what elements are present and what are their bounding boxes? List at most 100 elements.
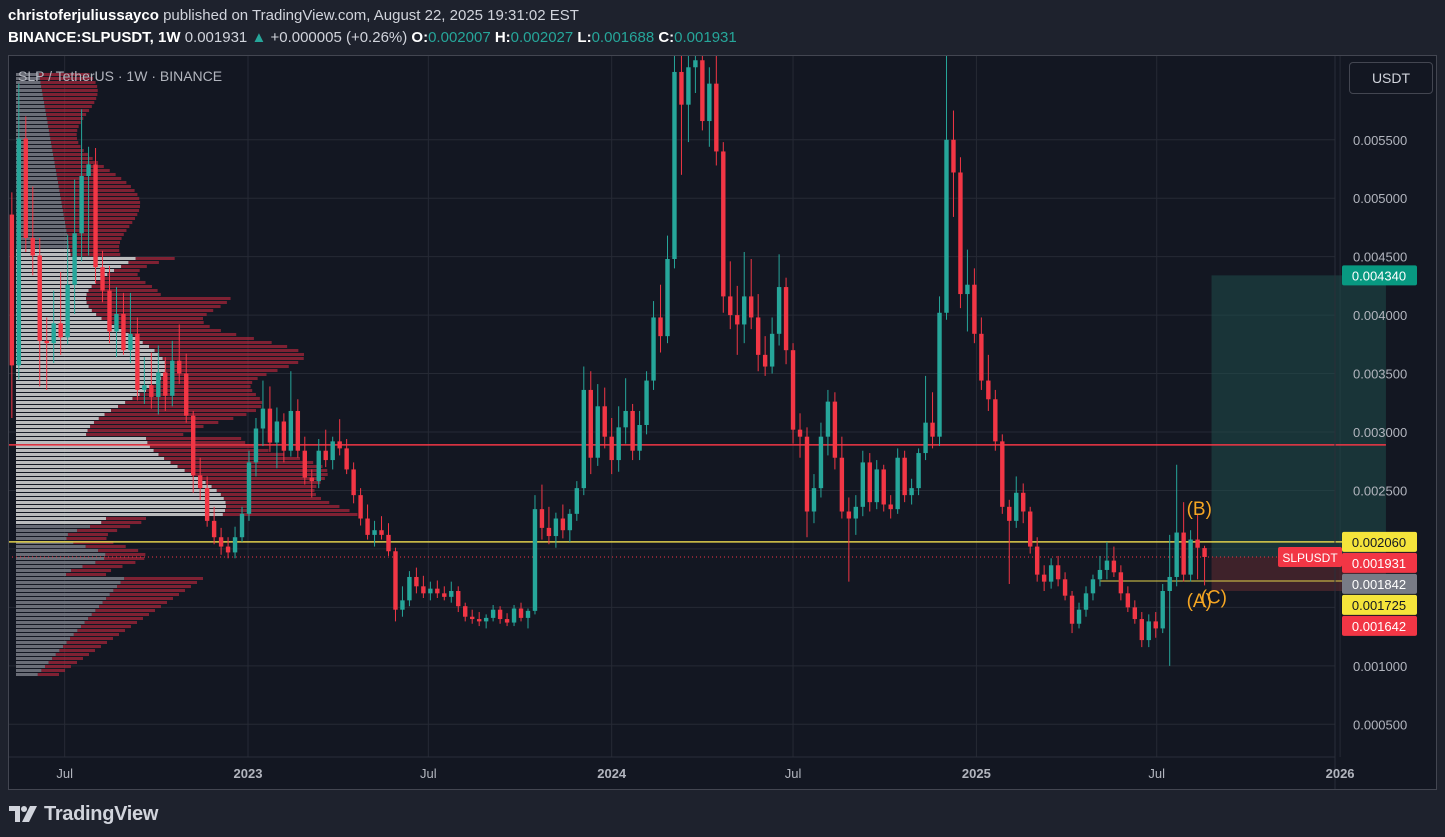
time-tick-label: 2026 [1326,766,1355,781]
candle [1000,434,1005,514]
candle [560,504,566,539]
candle [588,371,593,475]
candle [72,179,77,314]
price-chart[interactable]: (B) (A)(C) 0.005500 0.005000 0.004500 0.0040… [8,55,1437,790]
volume-profile [16,73,358,676]
wave-labels: (B) (A)(C) [1187,499,1227,612]
low-label: L: [577,29,592,46]
candle [100,250,105,303]
candle [693,55,698,93]
close-value: 0.001931 [674,29,737,46]
candle [323,429,328,468]
tradingview-brand[interactable]: TradingView [44,802,159,825]
candle [867,453,872,512]
candle [107,266,112,344]
candle [267,386,273,452]
candle [253,417,259,477]
candle [776,254,782,346]
candle [1111,546,1117,577]
time-tick-label: 2023 [234,766,263,781]
candle [937,296,942,447]
low-value: 0.001688 [591,29,655,46]
candle [128,292,133,364]
price-tick-label: 0.004000 [1353,308,1407,323]
svg-text:SLPUSDT: SLPUSDT [1282,551,1338,565]
candle [1160,583,1165,634]
candle [1062,572,1068,601]
candle [895,448,900,514]
price-axis[interactable]: 0.005500 0.005000 0.004500 0.004000 0.003500… [1353,133,1407,733]
candle [511,605,517,627]
candle [916,448,921,496]
chart-border [8,55,1437,790]
candle [463,602,468,622]
candle [1153,612,1158,638]
candle [358,488,363,526]
candle [581,366,586,496]
currency-unit-button[interactable]: USDT [1349,62,1433,94]
candle [156,345,161,415]
time-tick-label: Jul [785,766,802,781]
candle [553,512,559,548]
candle [972,268,977,344]
candle [728,261,733,330]
position-tool[interactable] [1211,275,1386,591]
svg-text:0.004340: 0.004340 [1352,268,1406,283]
candle [1195,513,1200,580]
candle [735,285,740,355]
candle [762,336,768,376]
candle [783,277,789,365]
candle [184,353,189,423]
candle [665,235,670,344]
price-label: 0.004340 [1342,265,1417,286]
candle [839,436,845,519]
candle [672,55,677,269]
publication-header: christoferjuliussayco published on Tradi… [8,6,579,26]
candle [442,586,447,601]
wave-label: (B) [1187,499,1212,520]
time-axis[interactable]: Jul 2023 Jul 2024 Jul 2025 Jul 2026 [56,766,1354,781]
candle [372,520,377,547]
high-label: H: [494,29,511,46]
candle [993,389,998,451]
candle [246,450,252,521]
candle [658,284,663,353]
candle [344,439,349,475]
candle [476,612,482,627]
candle [30,186,35,276]
candle [469,609,475,624]
candle [958,157,963,309]
candle [595,384,600,466]
candle [302,436,307,485]
candle [351,462,356,504]
symbol-quote-line: BINANCE:SLPUSDT, 1W 0.001931 ▲ +0.000005… [8,28,737,48]
candle [721,142,726,313]
candle [700,55,705,131]
price-tick-label: 0.003000 [1353,425,1407,440]
candle [1125,586,1131,613]
candle [170,340,175,407]
candle [846,497,852,582]
candle [951,110,956,217]
candle [204,476,210,527]
candle [923,375,928,461]
target-zone [1211,275,1386,558]
candle [379,516,384,540]
symbol-tag: SLPUSDT [1278,546,1342,567]
candle [888,495,893,519]
candle [1021,483,1026,524]
candle [748,258,754,330]
author-name[interactable]: christoferjuliussayco [8,7,159,24]
time-tick-label: Jul [420,766,437,781]
price-label: 0.001725 [1342,594,1417,615]
candle [407,571,412,607]
horizontal-lines[interactable] [8,444,1386,582]
wave-label: (C) [1201,588,1227,609]
price-label: 0.002060 [1342,531,1417,552]
candle [1174,464,1179,587]
candle [190,410,196,493]
price-tick-label: 0.005000 [1353,191,1407,206]
candle [965,249,970,332]
candles [9,55,1207,666]
candle [1181,502,1186,582]
